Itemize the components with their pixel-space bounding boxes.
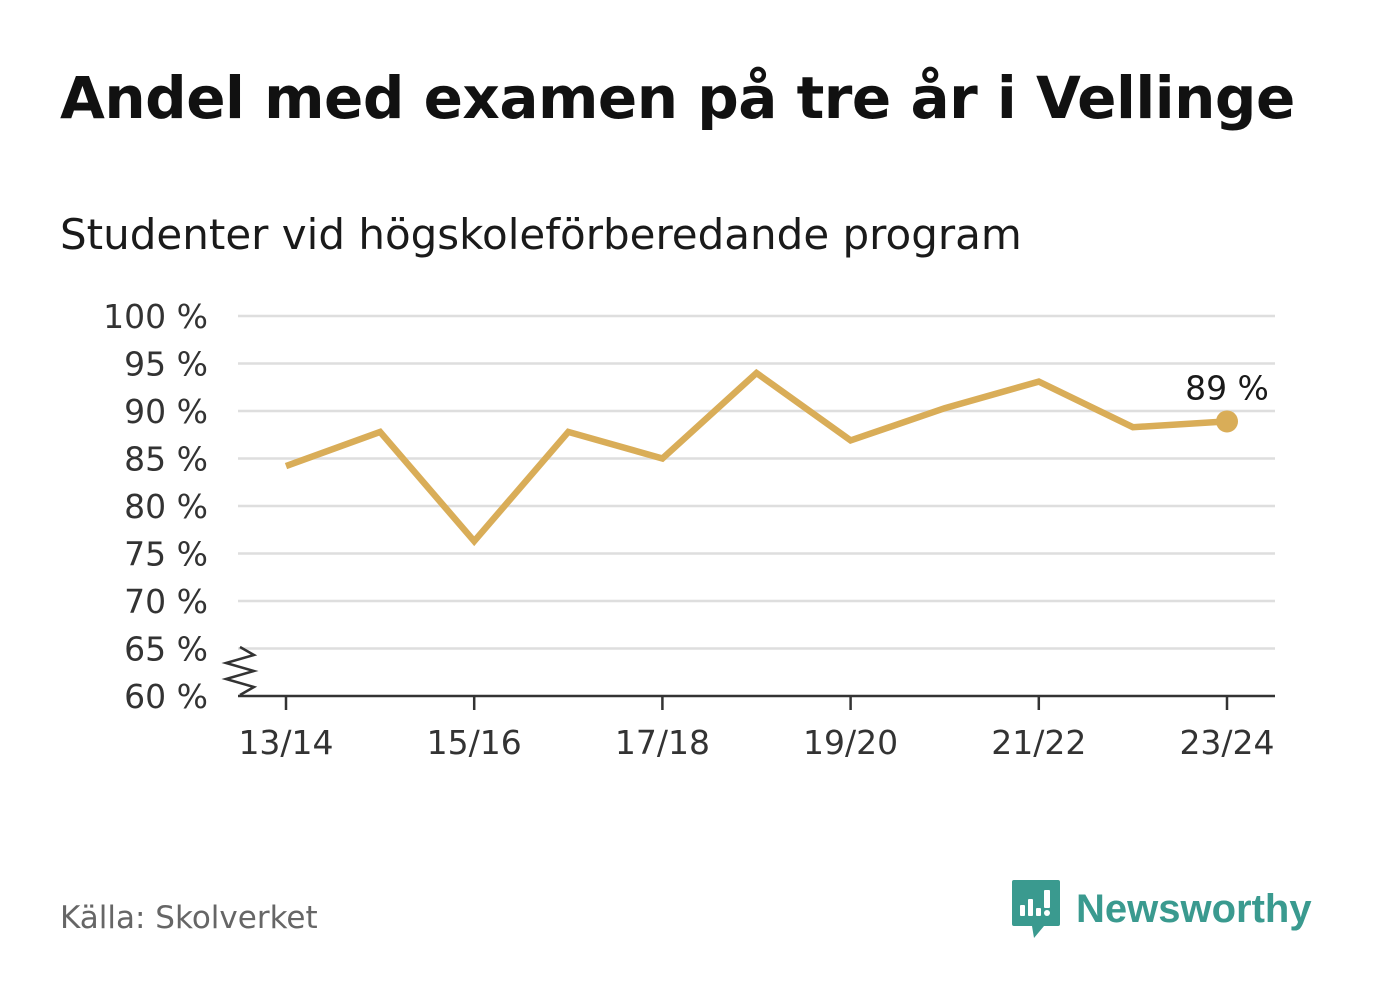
chart-subtitle: Studenter vid högskoleförberedande progr… [60,210,1022,259]
y-tick-label: 95 % [124,345,208,384]
x-tick-label: 21/22 [991,723,1086,762]
y-tick-label: 100 % [103,297,208,336]
brand-name: Newsworthy [1076,886,1312,931]
end-point-marker [1216,410,1238,433]
x-axis [221,645,1275,698]
y-tick-label: 80 % [124,487,208,526]
newsworthy-logo-icon [1012,880,1060,938]
y-axis-ticks: 60 % 65 % 70 % 75 % 80 % 85 % 90 % 95 % 100 % [103,297,208,716]
y-tick-label: 90 % [124,392,208,431]
source-note: Källa: Skolverket [60,900,318,936]
x-tick-label: 13/14 [238,723,333,762]
chart-title: Andel med examen på tre år i Vellinge [60,64,1295,132]
grid-lines [238,314,1275,650]
series-line [284,368,1228,547]
y-tick-label: 60 % [124,677,208,716]
axis-break-icon [221,645,259,697]
y-tick-label: 75 % [124,535,208,574]
series-layer: 89 % [284,368,1269,547]
x-tick-label: 19/20 [803,723,898,762]
y-tick-label: 65 % [124,630,208,669]
x-tick-label: 15/16 [427,723,522,762]
x-tick-label: 23/24 [1179,723,1274,762]
x-axis-ticks: 13/14 15/16 17/18 19/20 21/22 23/24 [238,696,1275,762]
brand: Newsworthy [1010,878,1312,940]
x-tick-label: 17/18 [615,723,710,762]
y-tick-label: 70 % [124,582,208,621]
y-tick-label: 85 % [124,440,208,479]
end-value-label: 89 % [1185,368,1269,407]
